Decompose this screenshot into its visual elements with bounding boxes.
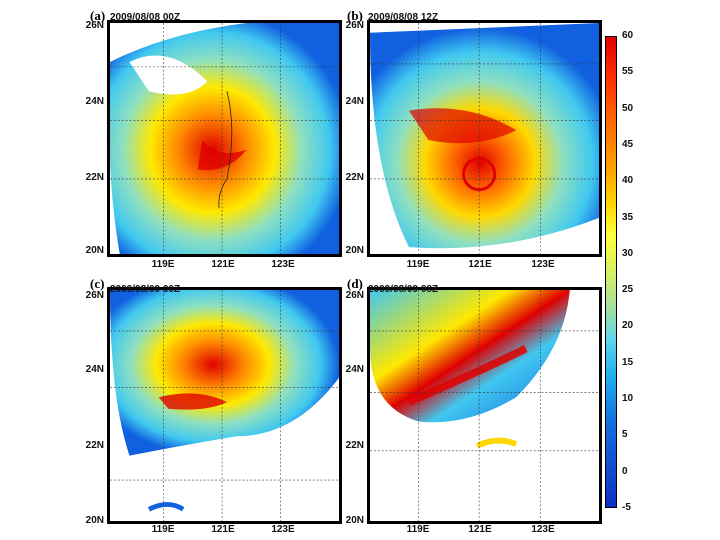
lat-tick-b-26n: 26N (345, 20, 364, 31)
lat-tick-a-26n: 26N (85, 20, 104, 31)
lon-tick-c-119e: 119E (151, 524, 175, 535)
lon-tick-c-123e: 123E (271, 524, 295, 535)
colorbar (605, 36, 617, 508)
lon-tick-c-121e: 121E (211, 524, 235, 535)
lon-tick-d-123e: 123E (531, 524, 555, 535)
colorbar-tick-label: 55 (622, 66, 634, 78)
colorbar-tick-label: -5 (622, 502, 631, 513)
radar-field-a (110, 23, 339, 254)
lat-tick-a-22n: 22N (85, 172, 104, 183)
panel-letter-d: (d) (347, 276, 363, 291)
panel-timestamp-d: 2009/08/09 08Z (368, 284, 439, 295)
radar-panel-a (107, 20, 342, 257)
lon-tick-a-121e: 121E (211, 259, 235, 270)
panel-letter-a: (a) (90, 8, 106, 23)
lat-tick-d-20n: 20N (345, 515, 364, 526)
panel-timestamp-c: 2009/08/09 00Z (110, 284, 181, 295)
colorbar-tick-label: 60 (622, 30, 634, 41)
lat-tick-d-24n: 24N (345, 364, 364, 375)
radar-panel-b (367, 20, 602, 257)
lon-tick-a-119e: 119E (151, 259, 175, 270)
lat-tick-c-22n: 22N (85, 440, 104, 451)
colorbar-tick-label: 15 (622, 356, 634, 368)
colorbar-tick-label: 20 (622, 320, 634, 332)
radar-field-c (110, 290, 339, 521)
lon-tick-d-119e: 119E (406, 524, 430, 535)
radar-panel-c (107, 287, 342, 524)
colorbar-tick-label: 35 (622, 211, 634, 223)
lat-tick-b-22n: 22N (345, 172, 364, 183)
panel-timestamp-a: 2009/08/08 00Z (110, 12, 181, 23)
panel-letter-b: (b) (347, 8, 363, 23)
colorbar-tick-label: 10 (622, 393, 634, 405)
colorbar-tick-label: 40 (622, 175, 634, 187)
lat-tick-c-20n: 20N (85, 515, 104, 526)
colorbar-tick-label: 50 (622, 102, 634, 114)
radar-field-b (370, 23, 599, 254)
lat-tick-b-20n: 20N (345, 245, 364, 256)
lat-tick-c-26n: 26N (85, 290, 104, 301)
lon-tick-d-121e: 121E (468, 524, 492, 535)
lon-tick-b-123e: 123E (531, 259, 555, 270)
lat-tick-a-20n: 20N (85, 245, 104, 256)
lon-tick-a-123e: 123E (271, 259, 295, 270)
lat-tick-d-22n: 22N (345, 440, 364, 451)
radar-panel-d (367, 287, 602, 524)
colorbar-tick-label: 0 (622, 465, 628, 477)
panel-timestamp-b: 2009/08/08 12Z (368, 12, 439, 23)
lon-tick-b-119e: 119E (406, 259, 430, 270)
colorbar-tick-label: 45 (622, 138, 634, 150)
colorbar-tick-label: 30 (622, 247, 634, 259)
lat-tick-a-24n: 24N (85, 96, 104, 107)
panel-letter-c: (c) (90, 276, 105, 291)
lat-tick-b-24n: 24N (345, 96, 364, 107)
lat-tick-c-24n: 24N (85, 364, 104, 375)
lat-tick-d-26n: 26N (345, 290, 364, 301)
colorbar-tick-label: 25 (622, 284, 634, 296)
lon-tick-b-121e: 121E (468, 259, 492, 270)
colorbar-tick-label: 5 (622, 429, 628, 441)
radar-field-d (370, 290, 599, 521)
